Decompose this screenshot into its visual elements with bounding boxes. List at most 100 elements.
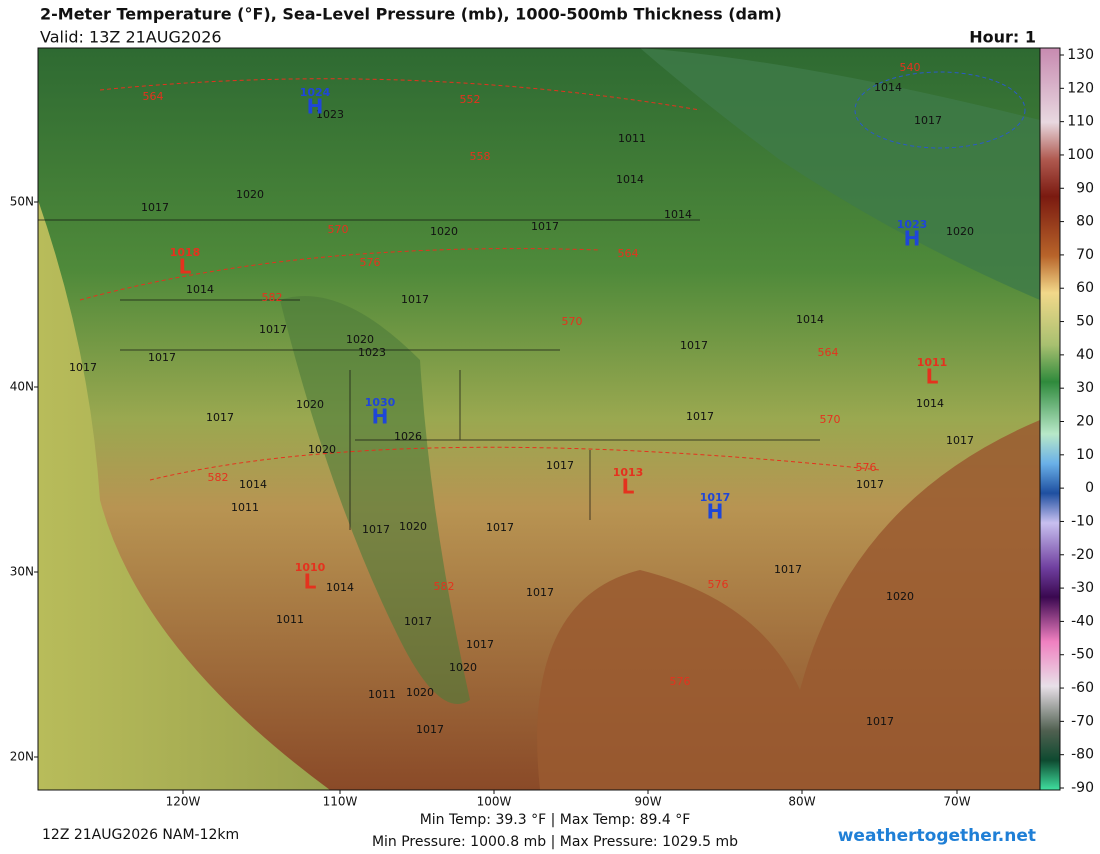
thickness-contour bbox=[854, 71, 1026, 149]
site-link[interactable]: weathertogether.net bbox=[838, 826, 1036, 846]
thickness-label: 540 bbox=[900, 61, 921, 74]
thickness-label: 576 bbox=[360, 256, 381, 269]
isobar-label: 1011 bbox=[276, 613, 304, 626]
isobar-label: 1014 bbox=[796, 313, 824, 326]
title: 2-Meter Temperature (°F), Sea-Level Pres… bbox=[40, 5, 782, 24]
longitude-label: 90W bbox=[634, 795, 661, 809]
warm-ocean bbox=[537, 420, 1040, 790]
colorbar bbox=[1039, 47, 1061, 791]
isobar-label: 1017 bbox=[141, 201, 169, 214]
colorbar-label: -30 bbox=[1071, 580, 1094, 596]
colorbar-label: 50 bbox=[1076, 314, 1094, 330]
map-field bbox=[38, 48, 1040, 790]
thickness-label: 576 bbox=[708, 578, 729, 591]
pressure-center-value: 1024 bbox=[300, 86, 331, 99]
mountains bbox=[280, 296, 470, 704]
thickness-label: 570 bbox=[562, 315, 583, 328]
isobar-label: 1017 bbox=[206, 411, 234, 424]
colorbar-label: 80 bbox=[1076, 214, 1094, 230]
isobar-label: 1017 bbox=[404, 615, 432, 628]
isobar-label: 1017 bbox=[686, 410, 714, 423]
valid-time: Valid: 13Z 21AUG2026 bbox=[40, 28, 222, 47]
isobar-label: 1011 bbox=[618, 132, 646, 145]
pressure-center-value: 1017 bbox=[700, 491, 731, 504]
colorbar-label: -20 bbox=[1071, 547, 1094, 563]
pressure-center-symbol: L bbox=[622, 475, 635, 499]
thickness-label: 570 bbox=[820, 413, 841, 426]
thickness-label: 570 bbox=[328, 223, 349, 236]
thickness-label: 576 bbox=[856, 461, 877, 474]
isobar-label: 1020 bbox=[449, 661, 477, 674]
isobar-label: 1017 bbox=[69, 361, 97, 374]
pressure-center-value: 1030 bbox=[365, 396, 396, 409]
pressure-center-value: 1023 bbox=[897, 218, 928, 231]
isobar-label: 1023 bbox=[316, 108, 344, 121]
colorbar-label: 60 bbox=[1076, 280, 1094, 296]
colorbar-label: -50 bbox=[1071, 647, 1094, 663]
colorbar-label: 40 bbox=[1076, 347, 1094, 363]
isobar-label: 1020 bbox=[886, 590, 914, 603]
isobar-label: 1014 bbox=[186, 283, 214, 296]
isobar-label: 1011 bbox=[231, 501, 259, 514]
isobar-label: 1020 bbox=[406, 686, 434, 699]
isobar-label: 1017 bbox=[531, 220, 559, 233]
isobar-label: 1014 bbox=[239, 478, 267, 491]
isobar-label: 1020 bbox=[308, 443, 336, 456]
thickness-label: 552 bbox=[460, 93, 481, 106]
colorbar-label: 100 bbox=[1067, 147, 1094, 163]
pressure-range: Min Pressure: 1000.8 mb | Max Pressure: … bbox=[372, 834, 738, 850]
isobar-label: 1017 bbox=[259, 323, 287, 336]
pressure-center-symbol: H bbox=[307, 95, 324, 119]
isobar-label: 1017 bbox=[946, 434, 974, 447]
pressure-center-symbol: H bbox=[904, 227, 921, 251]
colorbar-label: 20 bbox=[1076, 414, 1094, 430]
isobar-label: 1017 bbox=[914, 114, 942, 127]
isobar-label: 1020 bbox=[430, 225, 458, 238]
pressure-center-value: 1010 bbox=[295, 561, 326, 574]
pressure-center-value: 1011 bbox=[917, 356, 948, 369]
pressure-center-value: 1018 bbox=[170, 246, 201, 259]
isobar-label: 1014 bbox=[874, 81, 902, 94]
thickness-label: 564 bbox=[818, 346, 839, 359]
colorbar-label: 10 bbox=[1076, 447, 1094, 463]
thickness-label: 564 bbox=[618, 247, 639, 260]
thickness-label: 582 bbox=[208, 471, 229, 484]
colorbar-label: 30 bbox=[1076, 380, 1094, 396]
colorbar-label: 130 bbox=[1067, 47, 1094, 63]
isobar-label: 1020 bbox=[946, 225, 974, 238]
colorbar-label: -70 bbox=[1071, 713, 1094, 729]
latitude-label: 20N bbox=[10, 750, 34, 764]
longitude-label: 100W bbox=[477, 795, 512, 809]
latitude-label: 50N bbox=[10, 195, 34, 209]
colorbar-label: -90 bbox=[1071, 780, 1094, 796]
forecast-hour: Hour: 1 bbox=[969, 28, 1036, 47]
longitude-label: 70W bbox=[943, 795, 970, 809]
isobar-label: 1014 bbox=[664, 208, 692, 221]
isobar-label: 1023 bbox=[358, 346, 386, 359]
longitude-label: 120W bbox=[166, 795, 201, 809]
isobar-label: 1011 bbox=[368, 688, 396, 701]
longitude-label: 110W bbox=[323, 795, 358, 809]
colorbar-label: 0 bbox=[1085, 480, 1094, 496]
isobar-label: 1014 bbox=[616, 173, 644, 186]
isobar-label: 1020 bbox=[399, 520, 427, 533]
colorbar-label: 110 bbox=[1067, 114, 1094, 130]
pressure-center-symbol: L bbox=[179, 255, 192, 279]
isobar-label: 1017 bbox=[148, 351, 176, 364]
thickness-label: 582 bbox=[434, 580, 455, 593]
pressure-center-value: 1013 bbox=[613, 466, 644, 479]
thickness-contour bbox=[79, 78, 881, 481]
colorbar-label: -40 bbox=[1071, 613, 1094, 629]
pressure-center-symbol: H bbox=[707, 500, 724, 524]
isobar-label: 1020 bbox=[236, 188, 264, 201]
isobar-label: 1017 bbox=[466, 638, 494, 651]
colorbar-label: -60 bbox=[1071, 680, 1094, 696]
isobar-label: 1020 bbox=[346, 333, 374, 346]
borders bbox=[38, 219, 820, 530]
longitude-label: 80W bbox=[788, 795, 815, 809]
isobar-label: 1020 bbox=[296, 398, 324, 411]
canada-east bbox=[640, 48, 1040, 300]
colorbar-label: -80 bbox=[1071, 747, 1094, 763]
isobar-label: 1017 bbox=[486, 521, 514, 534]
isobar-label: 1017 bbox=[416, 723, 444, 736]
